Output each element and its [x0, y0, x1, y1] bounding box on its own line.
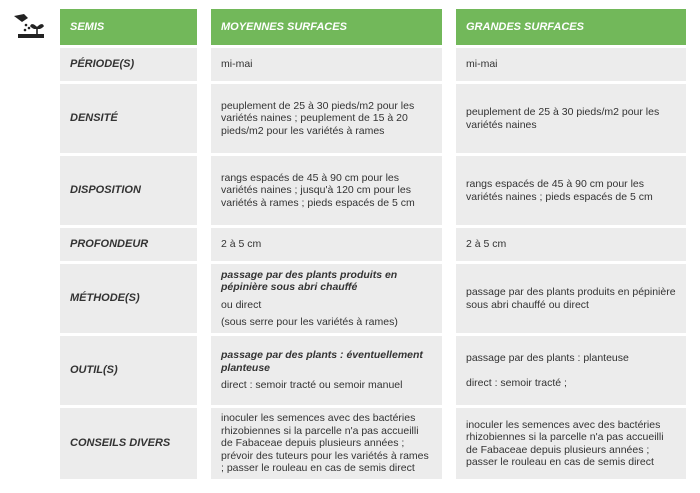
row-label: OUTIL(S) — [60, 336, 197, 405]
sowing-icon — [14, 14, 44, 38]
cell-text: ou direct — [221, 298, 262, 311]
cell-text: direct : semoir tracté ou semoir manuel — [221, 379, 403, 392]
header-semis: SEMIS — [60, 9, 197, 45]
cell-text: passage par des plants : planteuse — [466, 352, 629, 364]
cell-text: passage par des plants produits en pépin… — [221, 268, 398, 294]
cell-text: passage par des plants : éventuellement … — [221, 349, 423, 374]
row-label: PÉRIODE(S) — [60, 48, 197, 81]
cell-text: mi-mai — [221, 58, 253, 71]
cell-grandes: mi-mai — [456, 48, 686, 81]
cell-grandes: 2 à 5 cm — [456, 228, 686, 261]
cell-text: peuplement de 25 à 30 pieds/m2 pour les … — [466, 106, 660, 131]
cell-grandes: passage par des plants : planteuse direct… — [456, 336, 686, 405]
cell-text: mi-mai — [466, 58, 498, 71]
cell-moyennes: mi-mai — [211, 48, 442, 81]
sowing-table: SEMIS MOYENNES SURFACES GRANDES SURFACES… — [60, 9, 686, 479]
cell-moyennes: peuplement de 25 à 30 pieds/m2 pour les … — [211, 84, 442, 153]
header-moyennes-surfaces: MOYENNES SURFACES — [211, 9, 442, 45]
row-label: DISPOSITION — [60, 156, 197, 225]
row-label: MÉTHODE(S) — [60, 264, 197, 333]
cell-moyennes: passage par des plants : éventuellement … — [211, 336, 442, 405]
cell-text: passage par des plants produits en pépin… — [466, 286, 676, 311]
row-label: DENSITÉ — [60, 84, 197, 153]
row-label: CONSEILS DIVERS — [60, 408, 197, 479]
row-label: PROFONDEUR — [60, 228, 197, 261]
cell-grandes: rangs espacés de 45 à 90 cm pour les var… — [456, 156, 686, 225]
header-grandes-surfaces: GRANDES SURFACES — [456, 9, 686, 45]
cell-text: inoculer les semences avec des bactéries… — [466, 418, 664, 469]
cell-grandes: inoculer les semences avec des bactéries… — [456, 408, 686, 479]
cell-text: 2 à 5 cm — [466, 238, 507, 251]
cell-moyennes: inoculer les semences avec des bactéries… — [211, 408, 442, 479]
cell-text: inoculer les semences avec des bactéries… — [221, 412, 429, 475]
cell-moyennes: rangs espacés de 45 à 90 cm pour les var… — [211, 156, 442, 225]
cell-text: (sous serre pour les variétés à rames) — [221, 316, 398, 328]
cell-text: peuplement de 25 à 30 pieds/m2 pour les … — [221, 99, 415, 137]
cell-moyennes: 2 à 5 cm — [211, 228, 442, 261]
cell-text: rangs espacés de 45 à 90 cm pour les var… — [221, 171, 415, 209]
cell-grandes: peuplement de 25 à 30 pieds/m2 pour les … — [456, 84, 686, 153]
cell-moyennes: passage par des plants produits en pépin… — [211, 264, 442, 333]
cell-text: 2 à 5 cm — [221, 238, 262, 251]
cell-text: rangs espacés de 45 à 90 cm pour les var… — [466, 178, 653, 203]
cell-grandes: passage par des plants produits en pépin… — [456, 264, 686, 333]
cell-text: direct : semoir tracté ; — [466, 376, 567, 389]
